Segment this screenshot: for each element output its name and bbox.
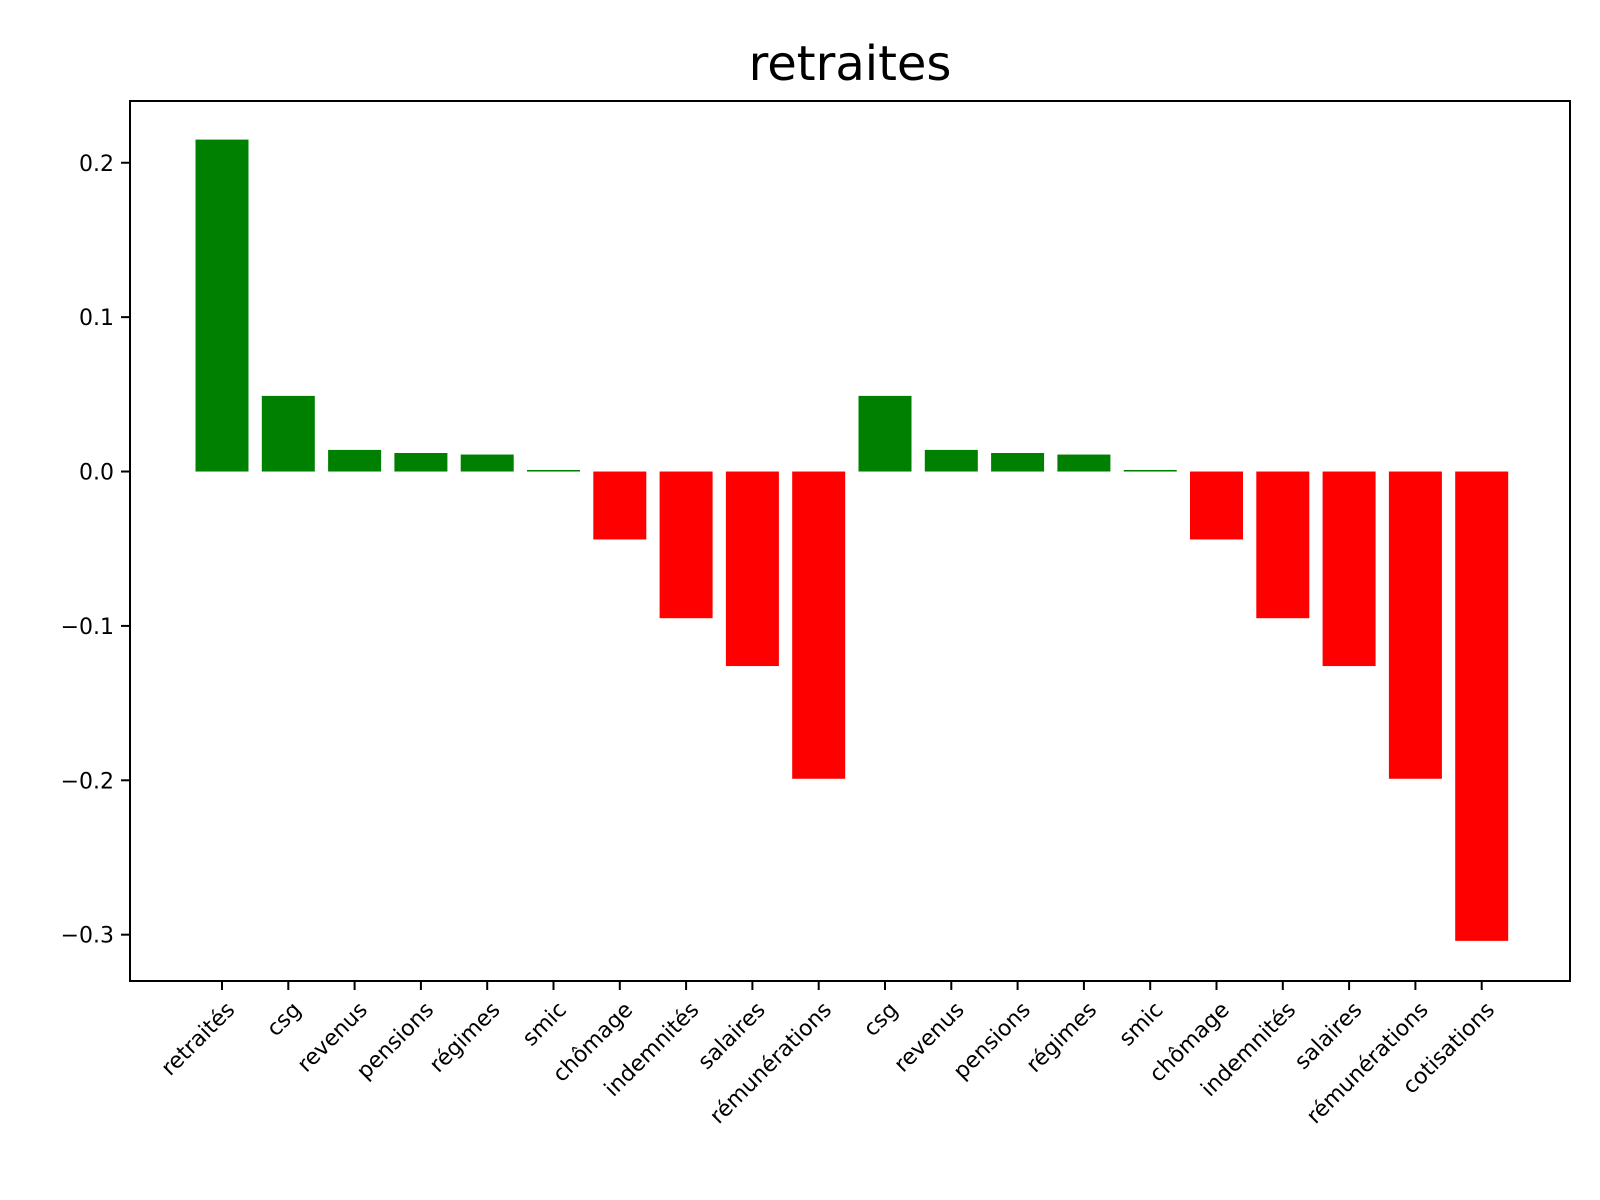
x-tick-label: smic <box>518 998 572 1052</box>
bar-csg <box>261 395 315 472</box>
bar-salaires <box>1322 471 1376 667</box>
y-axis: 0.2 0.1 0.0 −0.1 −0.2 −0.3 <box>61 152 130 949</box>
y-tick-label: 0.2 <box>79 152 114 177</box>
x-tick-label: rémunérations <box>1302 998 1434 1130</box>
bar-salaires <box>725 471 779 667</box>
x-tick-label: csg <box>262 998 306 1042</box>
x-tick-label: smic <box>1115 998 1169 1052</box>
bar-retraités <box>195 139 249 472</box>
bar-indemnités <box>659 471 713 619</box>
bars-layer <box>195 139 1509 941</box>
bar-chômage <box>593 471 647 540</box>
bar-revenus <box>328 449 382 472</box>
bar-chômage <box>1190 471 1243 540</box>
x-tick-label: régimes <box>425 998 505 1078</box>
bar-rémunérations <box>792 471 846 779</box>
bar-régimes <box>460 454 514 472</box>
plot-frame <box>129 100 1571 982</box>
y-tick-label: −0.2 <box>61 769 114 794</box>
bar-smic <box>1123 469 1177 472</box>
bar-smic <box>527 469 580 472</box>
y-tick-label: 0.1 <box>79 306 114 331</box>
chart-title: retraites <box>749 36 952 92</box>
bar-revenus <box>924 449 978 472</box>
bar-indemnités <box>1256 471 1310 619</box>
bar-rémunérations <box>1388 471 1442 779</box>
bar-csg <box>858 395 912 472</box>
x-tick-label: régimes <box>1022 998 1102 1078</box>
y-tick-label: −0.3 <box>61 924 114 949</box>
bar-régimes <box>1057 454 1111 472</box>
bar-pensions <box>394 453 448 472</box>
x-tick-label: rémunérations <box>705 998 837 1130</box>
y-tick-label: 0.0 <box>79 461 114 486</box>
y-tick-label: −0.1 <box>61 615 114 640</box>
bar-pensions <box>991 453 1045 472</box>
x-tick-label: retraités <box>157 998 240 1081</box>
x-tick-label: csg <box>859 998 903 1042</box>
bar-cotisations <box>1455 471 1509 941</box>
